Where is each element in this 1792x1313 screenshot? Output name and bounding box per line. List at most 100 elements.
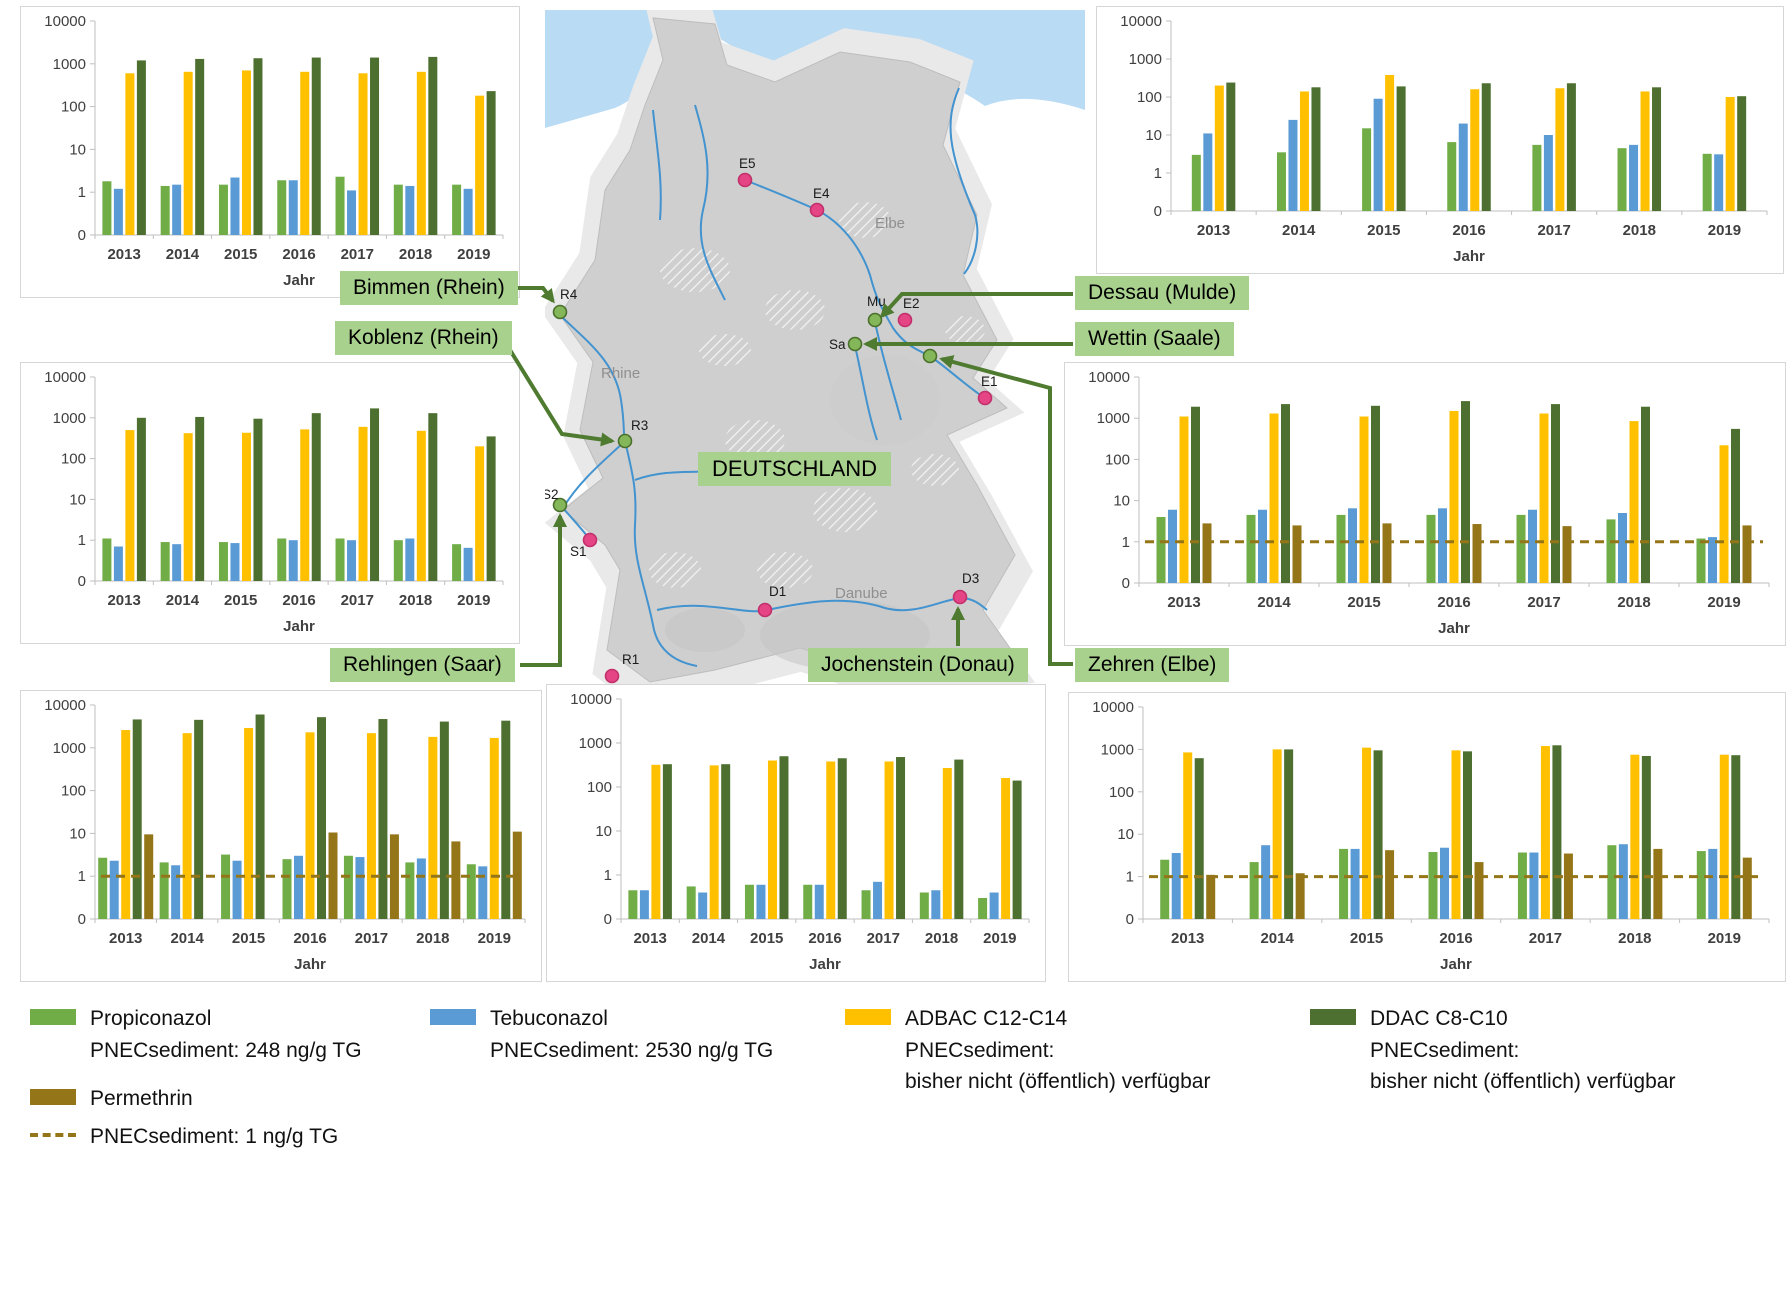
x-tick-label: 2016 <box>282 592 315 609</box>
bar-Propiconazol <box>282 859 292 919</box>
bar-Tebuconazol <box>113 546 123 581</box>
bar-DDAC C8-C10 <box>1731 755 1741 919</box>
y-tick-label: 1 <box>1122 534 1130 551</box>
bar-DDAC C8-C10 <box>428 413 438 581</box>
bar-ADBAC C12-C14 <box>475 95 485 235</box>
bar-Tebuconazol <box>989 892 999 919</box>
bar-Propiconazol <box>628 890 638 919</box>
bar-ADBAC C12-C14 <box>1449 410 1459 583</box>
bar-ADBAC C12-C14 <box>1359 416 1369 583</box>
river-label-danube: Danube <box>835 585 888 602</box>
legend-item-adbac: ADBAC C12-C14 PNECsediment: bisher nicht… <box>845 1003 1210 1098</box>
bar-Tebuconazol <box>814 884 824 919</box>
bar-ADBAC C12-C14 <box>1719 445 1729 583</box>
callout-dessau: Dessau (Mulde) <box>1075 276 1250 310</box>
river-labels: Elbe Rhine Danube <box>601 215 905 602</box>
bar-DDAC C8-C10 <box>837 758 847 919</box>
bar-Permethrin <box>1202 523 1212 583</box>
bar-DDAC C8-C10 <box>195 58 205 236</box>
bar-ADBAC C12-C14 <box>183 71 193 235</box>
bar-Tebuconazol <box>1618 844 1628 919</box>
bar-DDAC C8-C10 <box>1012 780 1022 919</box>
bar-DDAC C8-C10 <box>1566 83 1576 211</box>
station-dot-E5 <box>737 172 753 188</box>
bar-Tebuconazol <box>478 866 488 919</box>
y-tick-label: 100 <box>1105 451 1130 468</box>
bar-Permethrin <box>1382 523 1392 583</box>
bar-DDAC C8-C10 <box>317 717 326 919</box>
station-label-R3: R3 <box>631 418 648 433</box>
hatched-areas <box>649 202 985 588</box>
station-label-Mu: Mu <box>867 294 886 309</box>
legend-item-permethrin: Permethrin PNECsediment: 1 ng/g TG <box>30 1083 338 1152</box>
bar-ADBAC C12-C14 <box>1001 778 1011 919</box>
pnec-dash-line <box>30 1132 76 1137</box>
bar-ADBAC C12-C14 <box>125 430 135 581</box>
bar-Tebuconazol <box>1168 509 1177 583</box>
x-tick-label: 2015 <box>1347 594 1380 611</box>
y-tick-label: 10000 <box>570 691 612 708</box>
y-tick-label: 100 <box>61 451 86 468</box>
bar-Tebuconazol <box>347 540 357 581</box>
y-tick-label: 1000 <box>1101 741 1134 758</box>
bar-ADBAC C12-C14 <box>1385 74 1395 211</box>
x-tick-label: 2018 <box>416 930 449 947</box>
bar-DDAC C8-C10 <box>486 436 496 581</box>
station-dot-E2 <box>897 312 913 328</box>
x-tick-label: 2013 <box>107 246 140 263</box>
bar-Propiconazol <box>1336 514 1346 583</box>
bar-Propiconazol <box>452 184 462 235</box>
bar-DDAC C8-C10 <box>136 417 146 581</box>
y-tick-label: 100 <box>587 779 612 796</box>
x-tick-label: 2015 <box>232 930 265 947</box>
bar-Propiconazol <box>1160 859 1170 919</box>
station-label-D3: D3 <box>962 571 979 586</box>
bar-DDAC C8-C10 <box>501 720 511 919</box>
station-label-E2: E2 <box>903 296 920 311</box>
y-tick-label: 10 <box>595 823 612 840</box>
x-axis-label: Jahr <box>1438 620 1470 637</box>
bar-Tebuconazol <box>1171 853 1181 919</box>
bar-Tebuconazol <box>230 177 240 235</box>
x-tick-label: 2015 <box>1367 222 1400 239</box>
x-axis-label: Jahr <box>1453 248 1485 265</box>
x-tick-label: 2017 <box>355 930 388 947</box>
chart-jochenstein-donau: 10000 1000 100 10 1 0 2013 2014 2015 2016 2017 2018… <box>546 684 1046 982</box>
x-axis-label: Jahr <box>1440 956 1472 973</box>
station-dot-D1 <box>757 602 773 618</box>
callout-rehlingen: Rehlingen (Saar) <box>330 648 515 682</box>
bar-DDAC C8-C10 <box>1652 87 1662 211</box>
bar-Tebuconazol <box>416 858 426 919</box>
bar-DDAC C8-C10 <box>136 60 146 235</box>
x-tick-label: 2013 <box>1171 930 1204 947</box>
bar-ADBAC C12-C14 <box>121 730 131 919</box>
x-tick-label: 2013 <box>633 930 666 947</box>
bar-DDAC C8-C10 <box>954 759 964 919</box>
bar-ADBAC C12-C14 <box>1539 413 1549 583</box>
y-tick-label: 10 <box>69 491 86 508</box>
legend-name: Tebuconazol <box>490 1007 608 1030</box>
station-label-S2: S2 <box>545 487 559 502</box>
bar-Tebuconazol <box>288 180 298 235</box>
bar-Propiconazol <box>335 176 345 235</box>
bar-ADBAC C12-C14 <box>1630 754 1640 919</box>
bar-Tebuconazol <box>288 540 298 581</box>
x-axis-label: Jahr <box>809 956 841 973</box>
country-label: DEUTSCHLAND <box>698 452 892 486</box>
x-tick-label: 2015 <box>750 930 783 947</box>
y-tick-label: 1 <box>1126 869 1134 886</box>
legend-pnec-note: bisher nicht (öffentlich) verfügbar <box>1370 1070 1676 1093</box>
bar-Propiconazol <box>1339 848 1349 919</box>
station-label-S1: S1 <box>570 544 587 559</box>
bar-Tebuconazol <box>1458 123 1468 211</box>
bar-Tebuconazol <box>1288 119 1298 211</box>
bar-Tebuconazol <box>1350 848 1360 919</box>
y-tick-label: 10000 <box>44 369 86 386</box>
bar-ADBAC C12-C14 <box>884 761 894 919</box>
x-tick-label: 2013 <box>1167 594 1200 611</box>
y-tick-label: 10000 <box>1092 699 1134 716</box>
bar-DDAC C8-C10 <box>253 418 263 581</box>
bar-Propiconazol <box>1517 852 1527 919</box>
bar-Tebuconazol <box>698 892 708 919</box>
